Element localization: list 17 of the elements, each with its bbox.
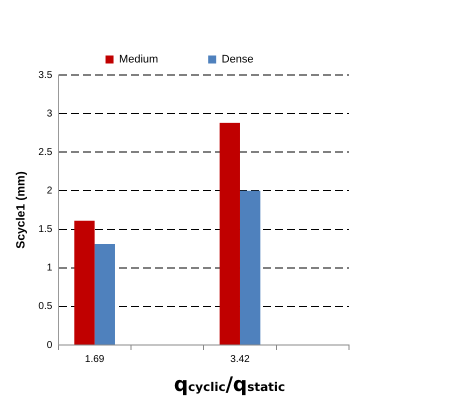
y-tick-label: 2: [46, 185, 53, 196]
bar: [240, 190, 260, 344]
y-tick-label: 3: [46, 108, 53, 120]
x-tick-label: 1.69: [84, 354, 105, 365]
legend-label: Medium: [119, 54, 158, 66]
y-tick-label: 3.5: [38, 70, 53, 81]
bar: [74, 220, 95, 344]
y-tick-label: 0.5: [38, 301, 53, 312]
x-tick-label: 3.42: [230, 354, 250, 365]
bar: [94, 244, 115, 344]
legend-label: Dense: [222, 54, 254, 66]
y-tick-label: 1: [46, 262, 53, 274]
y-tick-label: 1.5: [38, 224, 53, 236]
bar: [220, 122, 240, 344]
y-axis-title: Scycle1 (mm): [14, 171, 28, 249]
y-tick-label: 0: [46, 340, 53, 351]
y-tick-label: 2.5: [38, 146, 53, 158]
